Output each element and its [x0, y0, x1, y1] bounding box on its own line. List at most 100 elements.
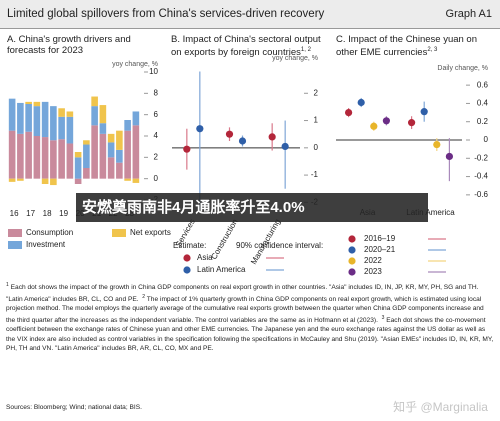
legend-dot	[348, 246, 356, 254]
bar-segment	[116, 149, 123, 163]
bar-segment	[17, 102, 24, 134]
x-tick-label: Latin America	[406, 208, 455, 217]
y-tick-label: 2	[314, 88, 319, 97]
bar-segment	[124, 120, 131, 131]
unit-label: yoy change, %	[112, 61, 158, 68]
legend-swatch	[8, 229, 22, 237]
panel-title: B. Impact of China's sectoral output on …	[171, 34, 331, 58]
footnote-text: The impact of 1% quarterly growth in Chi…	[6, 295, 484, 324]
y-tick-label: 8	[154, 88, 159, 97]
bar-segment	[107, 142, 115, 158]
estimate-dot	[420, 108, 428, 116]
bar-segment	[107, 133, 115, 143]
legend-label: Investment	[26, 240, 66, 249]
footnote-text: Each dot shows the impact of the growth …	[6, 284, 479, 303]
footnote: 3 Each dot shows the co-movement coeffic…	[6, 315, 494, 352]
footnote-ref: 1, 2	[300, 47, 311, 53]
bar-segment	[25, 104, 32, 132]
bar-segment	[91, 106, 98, 126]
header: Limited global spillovers from China's s…	[0, 0, 500, 29]
bar-segment	[116, 130, 123, 150]
y-tick-label: 10	[149, 67, 158, 76]
y-tick-label: 0.6	[477, 80, 489, 89]
estimate-dot	[408, 119, 416, 127]
legend-label: 2022	[364, 256, 382, 265]
bar-segment	[132, 111, 140, 126]
bar-segment	[99, 105, 107, 124]
legend-swatch	[8, 241, 22, 249]
bar-segment	[66, 116, 74, 144]
bar-segment	[8, 130, 16, 179]
bar-segment	[91, 96, 98, 107]
bar-segment	[8, 178, 16, 182]
bar-segment	[33, 106, 41, 136]
panel-title: C. Impact of the Chinese yuan on other E…	[336, 34, 496, 58]
estimate-dot	[268, 133, 276, 141]
legend-heading: Estimate:	[173, 241, 206, 250]
y-tick-label: 6	[154, 110, 159, 119]
panel-title-text: B. Impact of China's sectoral output on …	[171, 34, 321, 59]
legend-label: Net exports	[130, 228, 171, 237]
bar-segment	[58, 108, 65, 117]
legend-dot	[348, 268, 356, 276]
estimate-dot	[225, 130, 234, 138]
y-tick-label: 0	[314, 143, 319, 152]
footnote-text: Each dot shows the co-movement coefficie…	[6, 316, 494, 352]
legend-label: Asia	[197, 253, 213, 262]
footnote-ref: 2, 3	[427, 47, 438, 53]
x-tick-label: 18	[43, 209, 52, 218]
graph-label: Graph A1	[445, 8, 492, 20]
y-tick-label: 0.2	[477, 117, 489, 126]
legend-dot	[348, 257, 356, 265]
y-tick-label: 0	[484, 135, 489, 144]
estimate-dot	[238, 137, 247, 145]
legend-label: Consumption	[26, 228, 73, 237]
legend-heading: 90% confidence interval:	[236, 241, 323, 250]
bar-segment	[17, 133, 24, 179]
estimate-dot	[445, 152, 453, 161]
y-tick-label: -0.4	[474, 172, 488, 181]
y-tick-label: 1	[314, 116, 319, 125]
legend-label: Latin America	[197, 265, 246, 274]
legend-swatch	[112, 229, 126, 237]
bar-segment	[41, 101, 49, 138]
estimate-dot	[382, 117, 390, 125]
bar-segment	[99, 123, 107, 134]
bar-segment	[132, 125, 140, 179]
estimate-dot	[281, 142, 289, 151]
bar-segment	[83, 168, 90, 179]
sources: Sources: Bloomberg; Wind; national data;…	[6, 404, 142, 411]
estimate-dot	[370, 122, 378, 130]
bar-segment	[132, 178, 140, 183]
bar-segment	[74, 178, 82, 184]
bar-segment	[58, 116, 65, 140]
y-tick-label: 2	[154, 152, 159, 161]
unit-label: yoy change, %	[272, 55, 318, 62]
bar-segment	[83, 144, 90, 168]
bar-segment	[91, 125, 98, 179]
y-tick-label: 4	[154, 131, 159, 140]
legend-dot	[348, 235, 356, 243]
legend-label: 2016–19	[364, 234, 396, 243]
bar-segment	[124, 130, 131, 179]
y-tick-label: -0.2	[474, 153, 488, 162]
bar-segment	[74, 152, 82, 158]
bar-segment	[41, 137, 49, 179]
bar-segment	[33, 136, 41, 179]
watermark: 知乎 @Marginalia	[393, 400, 488, 414]
estimate-dot	[433, 140, 441, 149]
bar-segment	[66, 111, 74, 117]
bar-segment	[25, 101, 32, 104]
bar-segment	[124, 178, 131, 181]
legend-dot	[183, 266, 191, 274]
x-tick-label: 17	[26, 209, 35, 218]
bar-segment	[50, 106, 57, 141]
bar-segment	[58, 139, 65, 179]
panel-title-text: A. China's growth drivers and forecasts …	[7, 34, 131, 56]
footnote-number: 1	[6, 282, 9, 288]
bar-segment	[25, 131, 32, 179]
estimate-dot	[196, 125, 204, 133]
footnotes: 1 Each dot shows the impact of the growt…	[6, 281, 494, 353]
bar-segment	[83, 140, 90, 145]
y-tick-label: 0	[154, 174, 159, 183]
